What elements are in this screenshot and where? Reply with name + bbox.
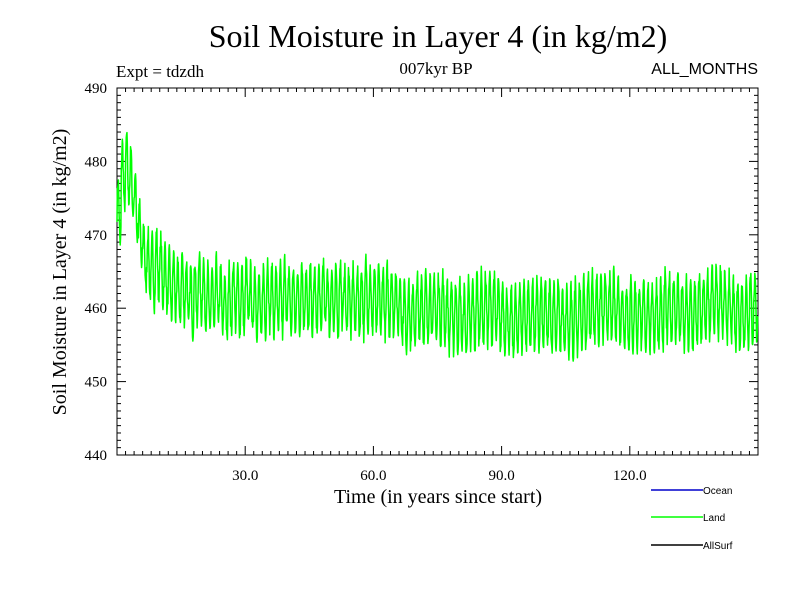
- plot-area: 30.0 60.0 90.0 120.0 440 450 460 470 480 490: [85, 81, 759, 484]
- y-tick-label: 450: [85, 375, 108, 391]
- y-tick-label: 490: [85, 81, 108, 97]
- x-tick-label: 90.0: [488, 468, 514, 484]
- y-tick-label: 440: [85, 448, 108, 464]
- x-tick-label: 60.0: [360, 468, 386, 484]
- x-tick-labels: 30.0 60.0 90.0 120.0: [232, 468, 647, 484]
- period-label: 007kyr BP: [399, 59, 472, 78]
- y-tick-label: 470: [85, 228, 108, 244]
- legend-label-land: Land: [703, 513, 725, 524]
- x-tick-label: 30.0: [232, 468, 258, 484]
- experiment-label: Expt = tdzdh: [116, 62, 204, 81]
- chart-title: Soil Moisture in Layer 4 (in kg/m2): [209, 18, 668, 54]
- x-axis-label: Time (in years since start): [334, 486, 542, 508]
- legend: Ocean Land AllSurf: [651, 486, 733, 552]
- months-label: ALL_MONTHS: [651, 61, 758, 78]
- y-axis-label: Soil Moisture in Layer 4 (in kg/m2): [49, 129, 71, 416]
- y-tick-label: 460: [85, 301, 108, 317]
- legend-label-ocean: Ocean: [703, 486, 732, 497]
- y-tick-labels: 440 450 460 470 480 490: [85, 81, 108, 464]
- series-land-line: [116, 131, 759, 362]
- y-tick-label: 480: [85, 154, 108, 170]
- legend-label-allsurf: AllSurf: [703, 541, 733, 552]
- x-tick-label: 120.0: [613, 468, 647, 484]
